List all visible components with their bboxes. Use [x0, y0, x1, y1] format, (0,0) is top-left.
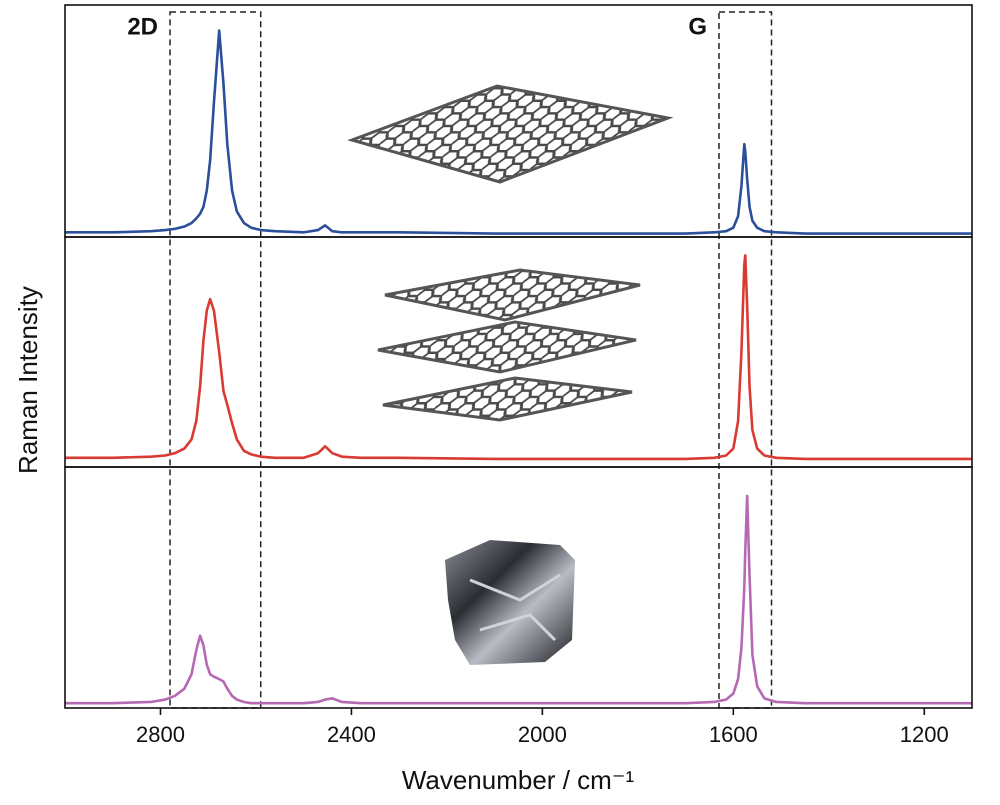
graphene-illustration [347, 84, 674, 184]
spectrum-line [65, 494, 972, 705]
y-axis-label: Raman Intensity [13, 286, 43, 474]
region-box [169, 11, 262, 709]
x-axis-label: Wavenumber / cm⁻¹ [402, 765, 635, 795]
panel-frame [64, 466, 973, 709]
x-tick-label: 2400 [327, 722, 376, 747]
region-label: G [688, 13, 707, 40]
x-tick-label: 1600 [709, 722, 758, 747]
graphite-illustration [445, 540, 575, 665]
x-tick-label: 2800 [136, 722, 185, 747]
spectrum-line [65, 29, 972, 235]
x-tick-label: 2000 [518, 722, 567, 747]
region-box [718, 11, 773, 709]
spectrum-line [65, 254, 972, 461]
region-label: 2D [127, 13, 158, 40]
multilayer-illustration [377, 268, 641, 422]
x-tick-label: 1200 [900, 722, 949, 747]
